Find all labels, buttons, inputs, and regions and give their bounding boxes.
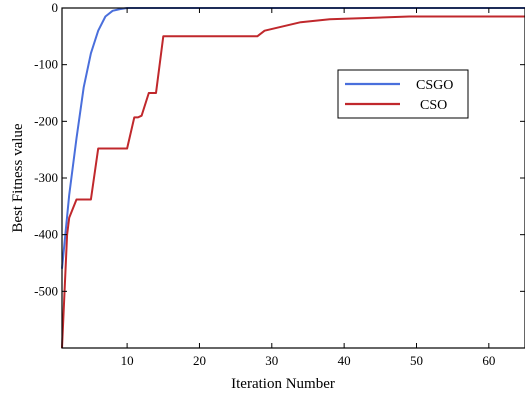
x-axis-ticks: 10 20 30 40 50 60 bbox=[121, 8, 495, 368]
legend-label-cso: CSO bbox=[420, 98, 447, 113]
x-tick-label: 30 bbox=[265, 353, 278, 368]
y-tick-label: -500 bbox=[34, 283, 58, 298]
legend-box bbox=[337, 69, 469, 119]
x-axis-label: Iteration Number bbox=[231, 376, 335, 392]
y-tick-label: -200 bbox=[34, 113, 58, 128]
series-line-cso bbox=[61, 15, 525, 349]
y-tick-label: 0 bbox=[52, 0, 59, 15]
x-tick-label: 20 bbox=[193, 353, 206, 368]
y-axis-ticks: 0 -100 -200 -300 -400 -500 bbox=[34, 0, 525, 298]
x-tick-label: 40 bbox=[338, 353, 351, 368]
y-tick-label: -100 bbox=[34, 57, 58, 72]
legend: CSGO CSO bbox=[337, 69, 469, 119]
y-tick-label: -300 bbox=[34, 170, 58, 185]
plot-area bbox=[62, 8, 525, 348]
legend-label-csgo: CSGO bbox=[416, 78, 453, 93]
x-tick-label: 10 bbox=[121, 353, 134, 368]
y-tick-label: -400 bbox=[34, 227, 58, 242]
x-tick-label: 60 bbox=[482, 353, 495, 368]
y-axis-label: Best Fitness value bbox=[10, 123, 26, 233]
x-tick-label: 50 bbox=[410, 353, 423, 368]
